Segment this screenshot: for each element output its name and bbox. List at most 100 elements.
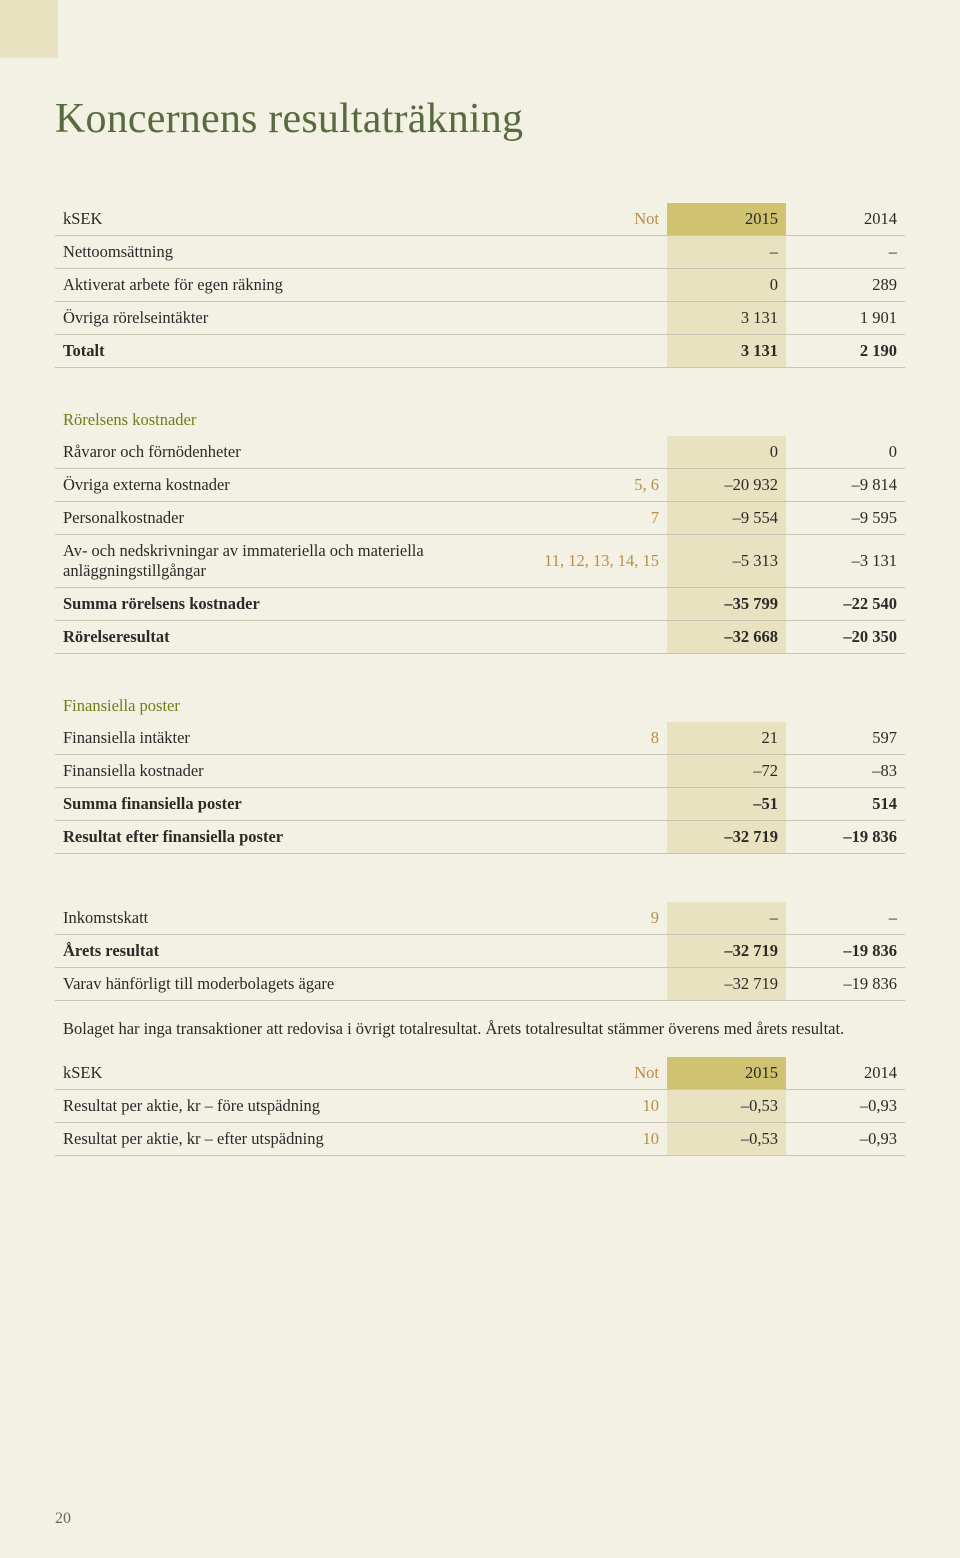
row-label: Finansiella kostnader [55,755,531,788]
row-2014: 0 [786,436,905,469]
col-header-2014: 2014 [786,203,905,236]
col-header-2014: 2014 [786,1057,905,1090]
row-2015: – [667,236,786,269]
row-label: Resultat per aktie, kr – efter utspädnin… [55,1123,531,1156]
row-label: Av- och nedskrivningar av immateriella o… [55,535,531,588]
page-number: 20 [55,1510,71,1528]
row-note: 5, 6 [531,469,667,502]
row-label: Råvaror och förnödenheter [55,436,531,469]
row-2015: –9 554 [667,502,786,535]
row-2015: –32 668 [667,621,786,654]
row-2015: –0,53 [667,1090,786,1123]
table-row: Inkomstskatt 9 – – [55,902,905,935]
row-2015: 0 [667,436,786,469]
section-heading: Rörelsens kostnader [55,368,531,437]
accent-bar [0,0,58,58]
row-2014: 2 190 [786,335,905,368]
row-note: 9 [531,902,667,935]
table-row: Nettoomsättning – – [55,236,905,269]
section-row: Finansiella poster [55,654,905,723]
row-note [531,788,667,821]
row-note: 11, 12, 13, 14, 15 [531,535,667,588]
row-2014: –19 836 [786,935,905,968]
row-2014: –3 131 [786,535,905,588]
table-row: Finansiella kostnader –72 –83 [55,755,905,788]
table-header-row: kSEK Not 2015 2014 [55,203,905,236]
row-note [531,821,667,854]
row-note: 7 [531,502,667,535]
row-label: Aktiverat arbete för egen räkning [55,269,531,302]
row-2015: 21 [667,722,786,755]
table-row: Resultat efter finansiella poster –32 71… [55,821,905,854]
row-label: Varav hänförligt till moderbolagets ägar… [55,968,531,1001]
table-row: Summa rörelsens kostnader –35 799 –22 54… [55,588,905,621]
row-2014: –19 836 [786,821,905,854]
col-header-note: Not [531,203,667,236]
row-note [531,335,667,368]
row-note [531,236,667,269]
row-2014: –9 814 [786,469,905,502]
row-2014: –9 595 [786,502,905,535]
row-2015: 3 131 [667,302,786,335]
spacer-row [55,854,905,903]
table-row: Varav hänförligt till moderbolagets ägar… [55,968,905,1001]
row-2014: –0,93 [786,1123,905,1156]
note-text: Bolaget har inga transaktioner att redov… [55,1001,905,1058]
section-row: Rörelsens kostnader [55,368,905,437]
section-heading: Finansiella poster [55,654,531,723]
row-note [531,968,667,1001]
table-row: Övriga externa kostnader 5, 6 –20 932 –9… [55,469,905,502]
row-note [531,621,667,654]
table-row: Resultat per aktie, kr – före utspädning… [55,1090,905,1123]
row-2015: –51 [667,788,786,821]
col-header-2015: 2015 [667,1057,786,1090]
row-note [531,588,667,621]
col-header-note: Not [531,1057,667,1090]
row-label: Nettoomsättning [55,236,531,269]
table-row: Totalt 3 131 2 190 [55,335,905,368]
row-2014: 1 901 [786,302,905,335]
income-statement-table: kSEK Not 2015 2014 Nettoomsättning – – A… [55,203,905,1156]
row-2014: –20 350 [786,621,905,654]
col-header-label: kSEK [55,203,531,236]
row-2015: –5 313 [667,535,786,588]
row-2014: 289 [786,269,905,302]
table-row: Av- och nedskrivningar av immateriella o… [55,535,905,588]
table2-header-row: kSEK Not 2015 2014 [55,1057,905,1090]
table-row: Finansiella intäkter 8 21 597 [55,722,905,755]
row-2014: –22 540 [786,588,905,621]
row-2015: –32 719 [667,821,786,854]
row-label: Övriga rörelseintäkter [55,302,531,335]
row-note: 8 [531,722,667,755]
row-label: Resultat per aktie, kr – före utspädning [55,1090,531,1123]
row-2015: –32 719 [667,935,786,968]
row-label: Årets resultat [55,935,531,968]
row-note: 10 [531,1123,667,1156]
note-text-row: Bolaget har inga transaktioner att redov… [55,1001,905,1058]
row-2015: –72 [667,755,786,788]
col-header-2015: 2015 [667,203,786,236]
row-note [531,755,667,788]
table-row: Råvaror och förnödenheter 0 0 [55,436,905,469]
row-label: Totalt [55,335,531,368]
row-2014: –19 836 [786,968,905,1001]
table-row: Aktiverat arbete för egen räkning 0 289 [55,269,905,302]
page-title: Koncernens resultaträkning [55,95,905,143]
row-label: Övriga externa kostnader [55,469,531,502]
table-row: Summa finansiella poster –51 514 [55,788,905,821]
col-header-label: kSEK [55,1057,531,1090]
row-note [531,269,667,302]
row-2014: 514 [786,788,905,821]
row-2014: 597 [786,722,905,755]
row-2015: –20 932 [667,469,786,502]
row-note [531,302,667,335]
row-label: Inkomstskatt [55,902,531,935]
row-2015: 0 [667,269,786,302]
row-2015: –32 719 [667,968,786,1001]
table-row: Resultat per aktie, kr – efter utspädnin… [55,1123,905,1156]
row-2015: 3 131 [667,335,786,368]
row-note: 10 [531,1090,667,1123]
row-2014: – [786,236,905,269]
row-label: Summa finansiella poster [55,788,531,821]
table-row: Rörelseresultat –32 668 –20 350 [55,621,905,654]
